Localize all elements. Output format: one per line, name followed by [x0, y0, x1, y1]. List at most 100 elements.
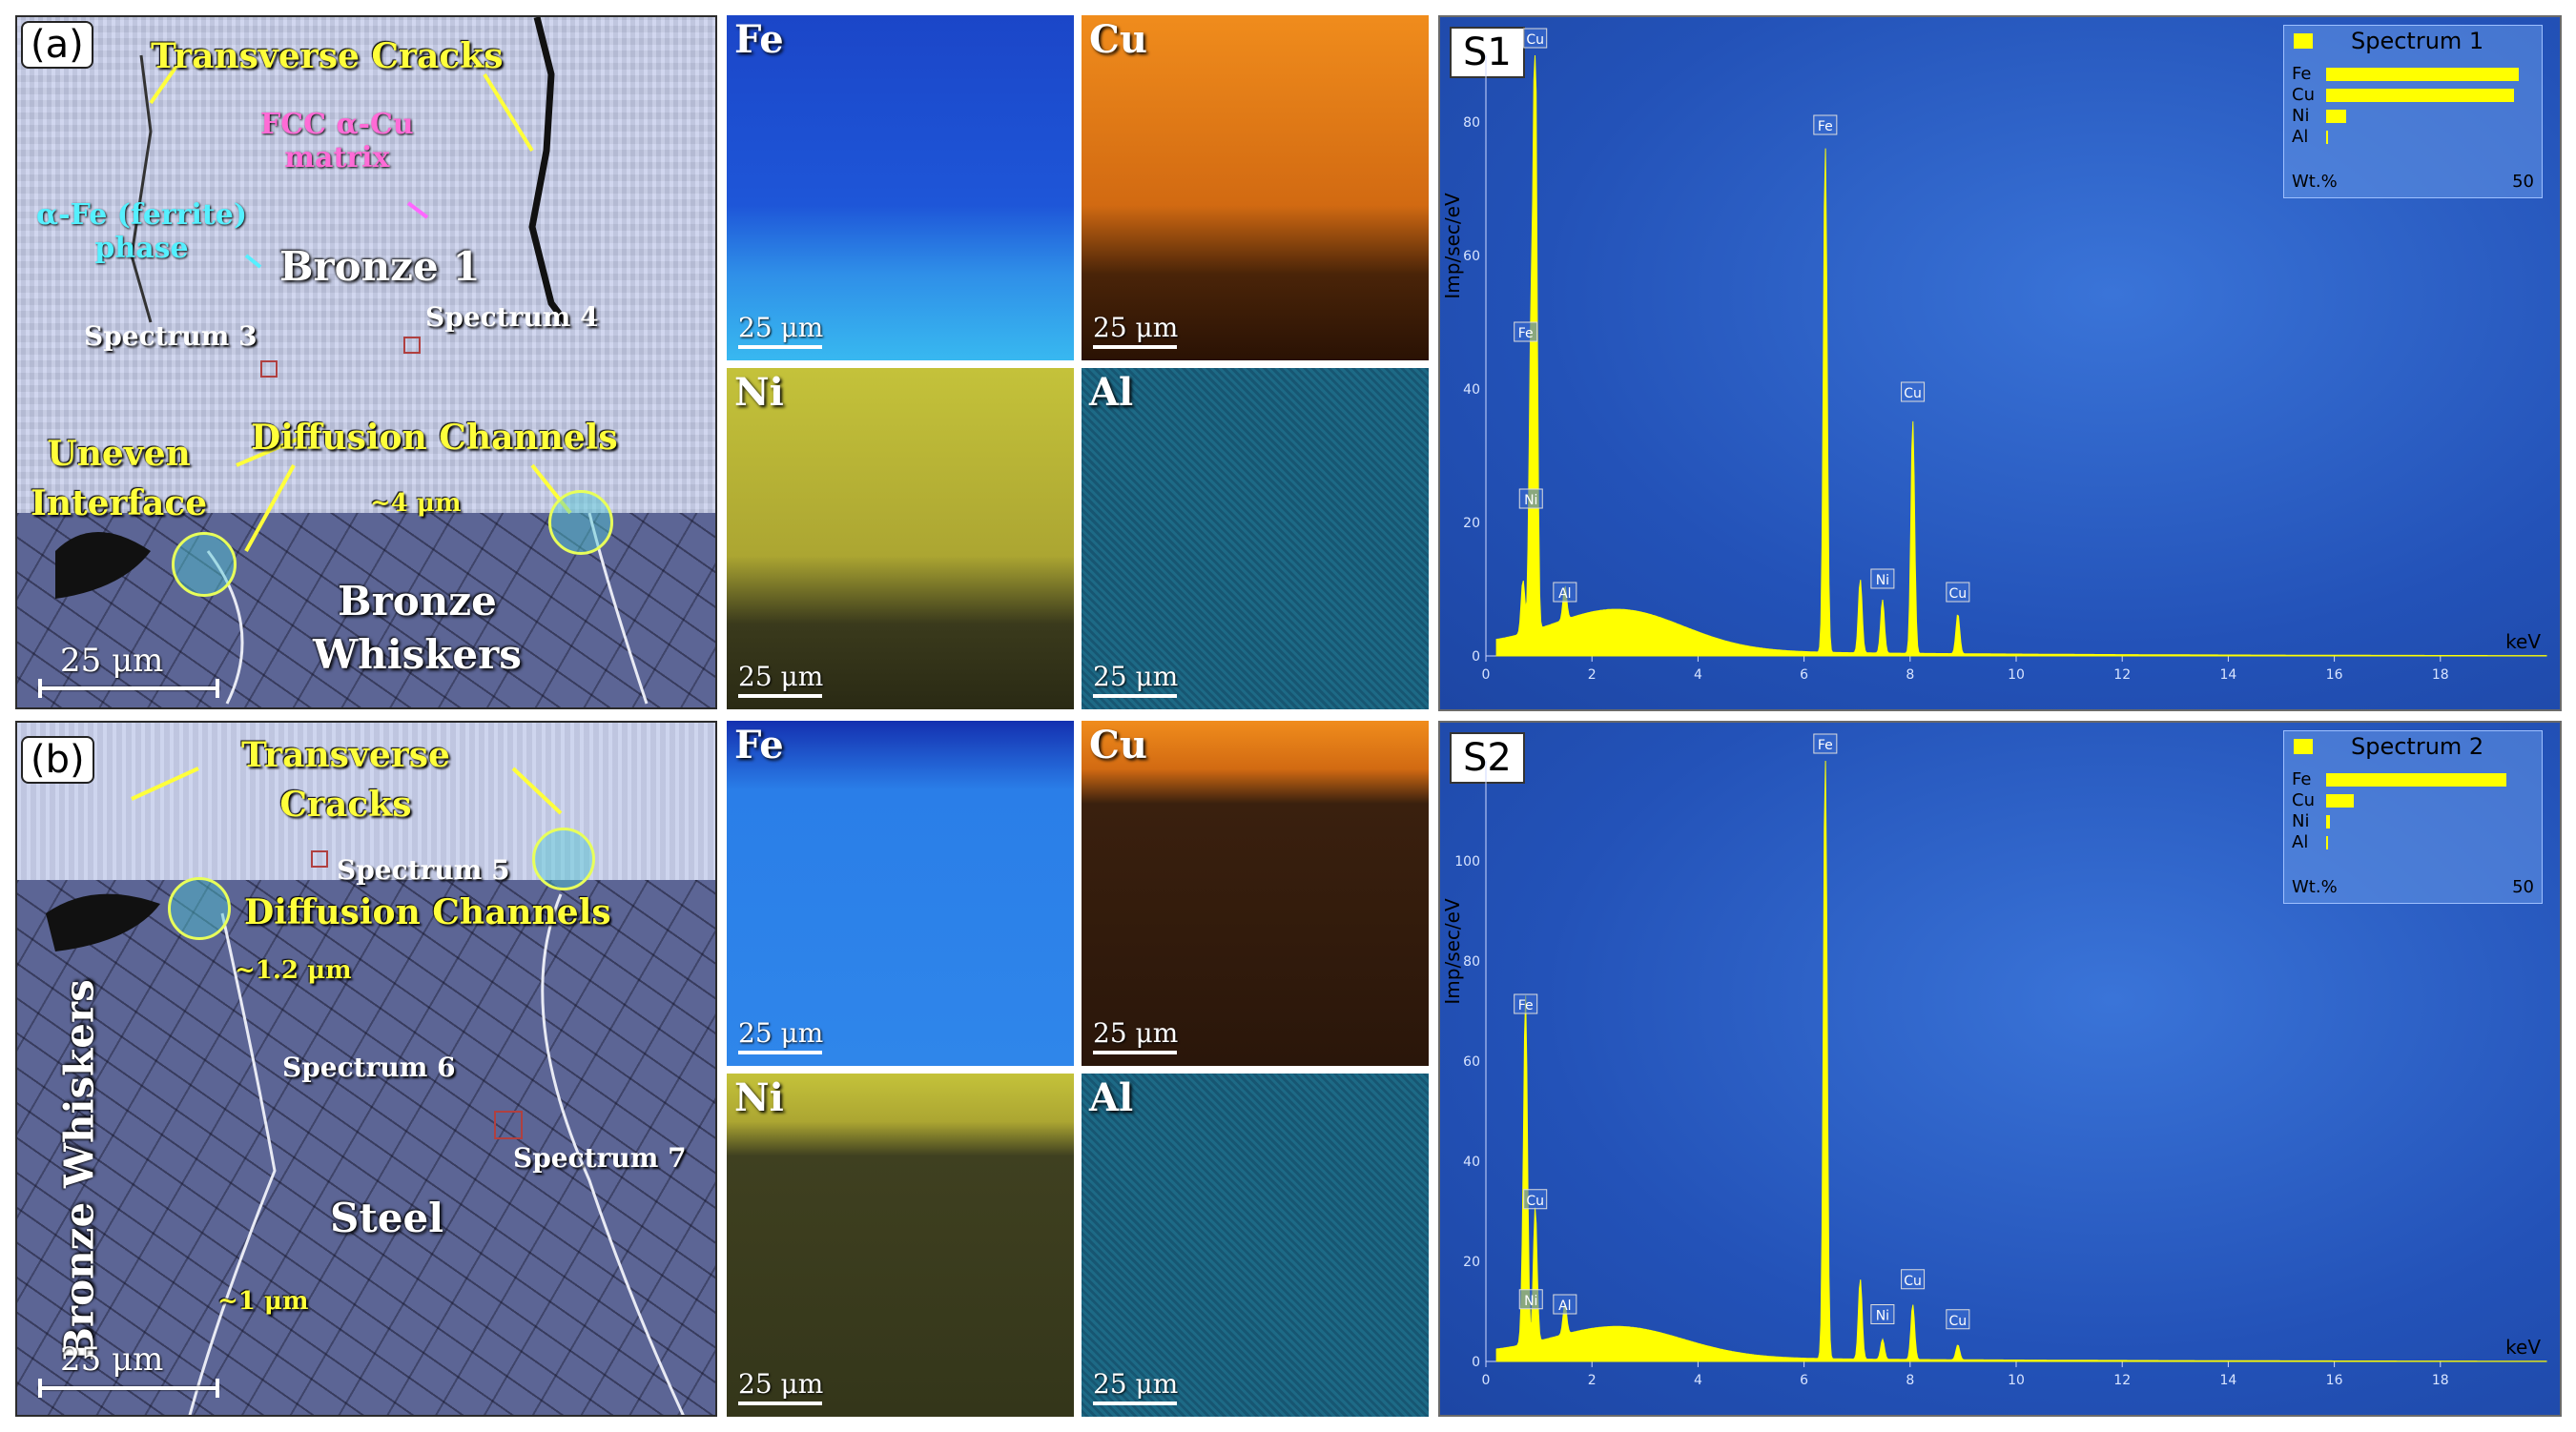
y-tick-s1-1: 20 — [1463, 516, 1480, 531]
map-b-fe-title: Fe — [734, 723, 784, 767]
label-approx1: ~1 μm — [217, 1287, 309, 1316]
peak-label-box-s2-4 — [1553, 1294, 1577, 1315]
label-bronze1: Bronze 1 — [279, 243, 481, 290]
map-a-cu-scale-text: 25 μm — [1093, 312, 1179, 343]
x-tick-s2-4: 8 — [1906, 1373, 1914, 1388]
map-a-ni: Ni 25 μm — [727, 368, 1074, 709]
y-tick-s1-0: 0 — [1472, 649, 1480, 665]
peak-label-s2-6: Ni — [1876, 1309, 1889, 1324]
label-transverse-b-line1: Transverse — [241, 735, 450, 775]
map-b-fe-scale: 25 μm — [738, 1017, 823, 1054]
label-approx4: ~4 μm — [370, 489, 462, 518]
peak-label-s1-2: Fe — [1518, 326, 1534, 341]
peak-label-s2-5: Cu — [1904, 1274, 1922, 1289]
x-tick-s1-3: 6 — [1800, 667, 1808, 683]
map-a-ni-scale: 25 μm — [738, 661, 823, 698]
peak-label-box-s1-5 — [1553, 582, 1577, 603]
legend-row-s2-fe: Fe — [2292, 769, 2312, 789]
peak-label-box-s1-1 — [1813, 114, 1838, 135]
marker-spectrum3 — [260, 360, 278, 378]
diffusion-channel-circle-b1 — [168, 877, 231, 940]
scale-label-b: 25 μm — [60, 1340, 164, 1379]
peak-label-s1-5: Al — [1558, 586, 1571, 602]
peak-label-s1-0: Cu — [1526, 32, 1544, 48]
peak-label-s1-6: Ni — [1876, 573, 1889, 588]
map-a-al-title: Al — [1089, 370, 1134, 415]
cracks-a — [55, 17, 649, 705]
legend-swatch-s1 — [2294, 33, 2313, 49]
spectrum-plot-s2: 0 20 40 60 80 100 0 2 4 6 8 10 12 14 16 18 keV Imp/sec/eV… — [1441, 733, 2547, 1388]
legend-bar-s1-ni — [2326, 110, 2346, 123]
label-bronze-whiskers-b: Bronze Whiskers — [55, 979, 103, 1361]
label-ferrite-line2: phase — [94, 232, 189, 265]
sem-image-b: (b) Transverse Cracks Spectrum 5 Diffusi… — [15, 721, 717, 1417]
label-steel: Steel — [330, 1195, 444, 1241]
x-tick-s1-1: 2 — [1588, 667, 1597, 683]
label-bronze-whiskers-a-line2: Whiskers — [313, 631, 522, 678]
peak-label-s1-7: Cu — [1949, 586, 1968, 602]
legend-bar-s2-ni — [2326, 815, 2331, 829]
map-b-cu: Cu 25 μm — [1082, 721, 1429, 1066]
peak-label-s1-1: Fe — [1818, 119, 1833, 134]
map-b-ni: Ni 25 μm — [727, 1074, 1074, 1417]
y-tick-s1-2: 40 — [1463, 382, 1480, 398]
peak-label-s2-2: Cu — [1526, 1194, 1544, 1209]
peak-label-box-s1-4 — [1518, 488, 1543, 509]
panel-tag-a: (a) — [21, 21, 93, 69]
label-uneven-line1: Uneven — [47, 434, 191, 474]
steel-region-b — [17, 880, 715, 1415]
peak-label-box-s2-1 — [1514, 993, 1538, 1014]
map-b-ni-scale: 25 μm — [738, 1368, 823, 1405]
peak-label-s1-3: Cu — [1904, 386, 1922, 401]
label-spectrum6: Spectrum 6 — [282, 1052, 456, 1083]
peak-label-box-s2-5 — [1901, 1269, 1926, 1290]
marker-spectrum7 — [494, 1111, 523, 1139]
map-b-cu-scale-text: 25 μm — [1093, 1017, 1179, 1049]
map-a-fe: Fe 25 μm — [727, 15, 1074, 360]
map-a-cu: Cu 25 μm — [1082, 15, 1429, 360]
label-diffusion-channels-b: Diffusion Channels — [244, 892, 611, 932]
label-spectrum5: Spectrum 5 — [337, 854, 510, 886]
label-fcc-matrix: FCC α-Cu matrix — [260, 108, 414, 174]
legend-footer-s2: Wt.% — [2292, 877, 2338, 897]
diffusion-channel-circle-b2 — [532, 828, 595, 890]
peak-label-box-s1-0 — [1523, 28, 1548, 49]
spectrum-curve-s1 — [1495, 54, 2547, 657]
legend-max-s2: 50 — [2512, 877, 2534, 897]
diffusion-channel-circle-a1 — [172, 532, 237, 597]
legend-max-s1: 50 — [2512, 172, 2534, 192]
map-a-al-scale-text: 25 μm — [1093, 661, 1179, 692]
scale-bar-a — [38, 679, 219, 698]
label-transverse-cracks-a: Transverse Cracks — [151, 36, 504, 76]
peak-label-box-s2-3 — [1518, 1289, 1543, 1310]
x-tick-s2-0: 0 — [1482, 1373, 1491, 1388]
diffusion-channel-circle-a2 — [548, 490, 613, 555]
legend-bar-s1-cu — [2326, 89, 2515, 102]
x-tick-s2-9: 18 — [2432, 1373, 2449, 1388]
x-tick-s1-0: 0 — [1482, 667, 1491, 683]
peak-label-s2-7: Cu — [1949, 1314, 1968, 1329]
label-spectrum4: Spectrum 4 — [425, 301, 599, 333]
map-b-fe: Fe 25 μm — [727, 721, 1074, 1066]
spectrum-tag-s1: S1 — [1450, 27, 1525, 78]
x-tick-s2-1: 2 — [1588, 1373, 1597, 1388]
peak-label-s2-4: Al — [1558, 1299, 1571, 1314]
label-ferrite: α-Fe (ferrite) phase — [36, 198, 247, 265]
bronze-region-b — [17, 723, 715, 880]
label-bronze-whiskers-a: Bronze Whiskers — [313, 575, 522, 682]
legend-row-s1-fe: Fe — [2292, 64, 2312, 84]
x-label-s1: keV — [2505, 630, 2541, 653]
peak-label-box-s2-0 — [1813, 733, 1838, 754]
map-b-al-title: Al — [1089, 1075, 1134, 1120]
map-a-al-scale: 25 μm — [1093, 661, 1178, 698]
legend-swatch-s2 — [2294, 739, 2313, 754]
label-spectrum3: Spectrum 3 — [84, 320, 258, 352]
label-fcc-line2: matrix — [284, 141, 390, 174]
peak-label-s1-4: Ni — [1524, 493, 1537, 508]
spectrum-panel-s1: S1 Spectrum 1 Fe Cu Ni Al Wt.% 50 0 20 40 6… — [1438, 15, 2562, 711]
y-tick-s2-0: 0 — [1472, 1355, 1480, 1370]
peak-label-box-s1-7 — [1946, 582, 1970, 603]
legend-row-s1-cu: Cu — [2292, 85, 2315, 105]
peak-label-box-s2-7 — [1946, 1309, 1970, 1330]
